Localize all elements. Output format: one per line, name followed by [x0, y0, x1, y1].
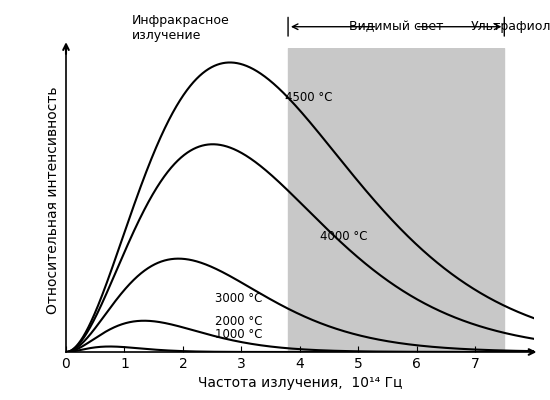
Text: Инфракрасное
излучение: Инфракрасное излучение [131, 14, 229, 42]
Text: Ультрафиолет: Ультрафиолет [471, 20, 550, 33]
Text: 4500 °C: 4500 °C [285, 91, 333, 104]
Text: 3000 °C: 3000 °C [215, 292, 262, 305]
Text: Видимый свет: Видимый свет [349, 20, 443, 33]
X-axis label: Частота излучения,  10¹⁴ Гц: Частота излучения, 10¹⁴ Гц [197, 376, 402, 390]
Y-axis label: Относительная интенсивность: Относительная интенсивность [46, 86, 60, 314]
Text: 2000 °C: 2000 °C [215, 315, 262, 328]
Text: 4000 °C: 4000 °C [320, 230, 368, 243]
Text: 1000 °C: 1000 °C [215, 328, 262, 341]
Bar [288, 48, 504, 352]
